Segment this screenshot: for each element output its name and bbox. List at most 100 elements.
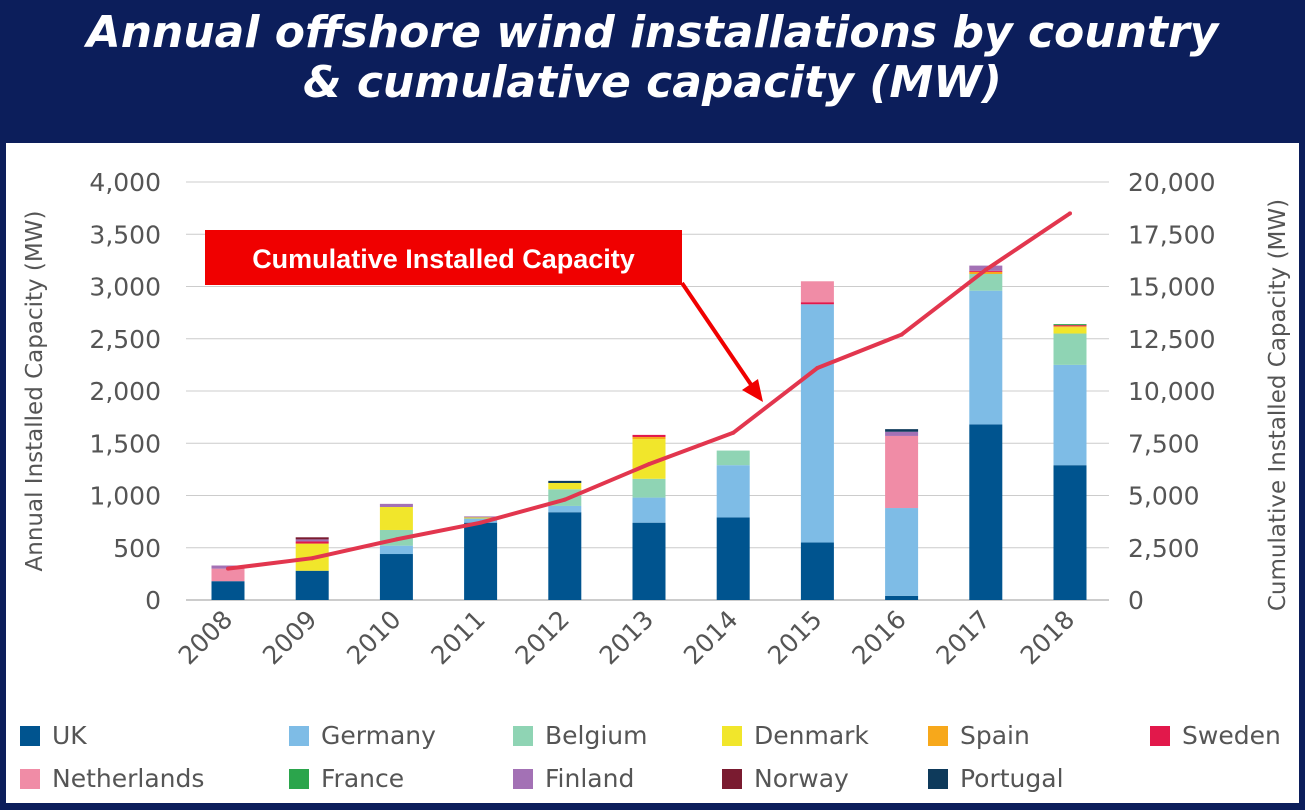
bar-uk-2013	[632, 522, 666, 600]
bar-uk-2012	[548, 512, 582, 600]
x-tick-label: 2012	[510, 605, 575, 670]
bar-belgium-2018	[1053, 333, 1087, 365]
bar-spain-2018	[1053, 326, 1087, 328]
legend-swatch	[289, 768, 309, 789]
x-tick-label: 2015	[762, 605, 827, 670]
legend-item-finland: Finland	[513, 764, 634, 793]
bar-germany-2012	[548, 505, 582, 513]
legend-label: Germany	[321, 721, 436, 750]
chart-panel: 0 500 1,000 1,500 2,000 2,500 3,000 3,500 4,000 0…	[6, 143, 1299, 803]
bar-finland-2009	[295, 539, 329, 542]
y-tick-label: 1,500	[89, 429, 161, 458]
y2-tick-label: 12,500	[1128, 325, 1215, 354]
y-tick-label: 2,000	[89, 377, 161, 406]
legend-item-spain: Spain	[928, 721, 1030, 750]
legend-item-uk: UK	[20, 721, 87, 750]
bar-germany-2017	[969, 290, 1003, 425]
y2-tick-label: 15,000	[1128, 273, 1215, 302]
annotation-arrow-line	[680, 281, 756, 391]
bar-germany-2015	[800, 304, 834, 543]
chart-title-line-1: Annual offshore wind installations by co…	[86, 7, 1219, 58]
y-axis-title: Annual Installed Capacity (MW)	[22, 211, 48, 572]
bar-finland-2011	[464, 516, 498, 518]
legend-label: Belgium	[545, 721, 648, 750]
legend-swatch	[722, 725, 742, 746]
cumulative-point	[310, 556, 315, 561]
legend-swatch	[289, 725, 309, 746]
cumulative-point	[983, 267, 988, 272]
bar-uk-2016	[885, 595, 919, 600]
bar-uk-2017	[969, 424, 1003, 600]
annotation-label: Cumulative Installed Capacity	[252, 244, 635, 274]
chart-title: Annual offshore wind installations by co…	[0, 8, 1305, 108]
bar-denmark-2012	[548, 482, 582, 490]
legend-label: Denmark	[754, 721, 869, 750]
annotation-arrow-head	[742, 379, 763, 402]
bar-netherlands-2016	[885, 435, 919, 509]
y2-tick-label: 20,000	[1128, 168, 1215, 197]
bar-belgium-2014	[716, 450, 750, 466]
legend-label: UK	[52, 721, 87, 750]
bar-germany-2013	[632, 497, 666, 523]
y-tick-label: 500	[113, 534, 161, 563]
cumulative-point	[226, 566, 230, 571]
legend-item-germany: Germany	[289, 721, 436, 750]
bar-uk-2010	[379, 554, 413, 600]
y2-tick-label: 2,500	[1128, 534, 1200, 563]
bar-uk-2008	[211, 581, 245, 600]
bar-norway-2009	[295, 537, 329, 540]
legend-item-portugal: Portugal	[928, 764, 1064, 793]
cumulative-point	[815, 366, 820, 371]
legend-label: Netherlands	[52, 764, 205, 793]
chart-title-line-2: & cumulative capacity (MW)	[303, 57, 1002, 108]
legend-item-belgium: Belgium	[513, 721, 648, 750]
bar-sweden-2013	[632, 434, 666, 437]
bar-portugal-2016	[885, 429, 919, 432]
bar-sweden-2015	[800, 302, 834, 305]
x-tick-label: 2010	[341, 605, 406, 670]
cumulative-point	[1068, 211, 1072, 216]
legend-swatch	[20, 725, 40, 746]
y-tick-label: 0	[145, 586, 161, 615]
bar-sweden-2009	[295, 541, 329, 544]
legend-label: Sweden	[1182, 721, 1281, 750]
y2-tick-label: 10,000	[1128, 377, 1215, 406]
legend-label: France	[321, 764, 405, 793]
bar-finland-2010	[379, 503, 413, 507]
bar-germany-2011	[464, 518, 498, 523]
bar-spain-2013	[632, 436, 666, 440]
x-tick-label: 2008	[173, 605, 238, 670]
y-tick-label: 2,500	[89, 325, 161, 354]
legend-swatch	[928, 725, 948, 746]
bar-uk-2009	[295, 570, 329, 600]
y-tick-label: 1,000	[89, 482, 161, 511]
bar-spain-2017	[969, 271, 1003, 274]
annotation-box	[205, 230, 682, 285]
cumulative-point	[394, 537, 399, 542]
legend-item-netherlands: Netherlands	[20, 764, 204, 793]
y-tick-label: 3,000	[89, 273, 161, 302]
bar-germany-2010	[379, 545, 413, 555]
x-tick-label: 2009	[257, 605, 322, 670]
chart-svg: 0 500 1,000 1,500 2,000 2,500 3,000 3,500 4,000 0…	[22, 168, 1291, 670]
legend-swatch	[1150, 725, 1170, 746]
legend-swatch	[513, 725, 533, 746]
y2-axis-title: Cumulative Installed Capacity (MW)	[1265, 199, 1291, 611]
bar-uk-2011	[464, 522, 498, 600]
bar-netherlands-2015	[800, 281, 834, 303]
bar-uk-2014	[716, 517, 750, 600]
bar-belgium-2013	[632, 478, 666, 498]
legend-label: Spain	[960, 721, 1030, 750]
cumulative-point	[899, 332, 904, 337]
x-tick-label: 2018	[1015, 605, 1080, 670]
x-tick-label: 2017	[931, 605, 996, 670]
y-tick-label: 4,000	[89, 168, 161, 197]
cumulative-point	[562, 497, 567, 502]
bar-denmark-2011	[464, 517, 498, 519]
legend-item-norway: Norway	[722, 764, 849, 793]
legend-label: Norway	[754, 764, 849, 793]
legend-swatch	[513, 768, 533, 789]
legend-swatch	[928, 768, 948, 789]
bar-denmark-2010	[379, 506, 413, 530]
